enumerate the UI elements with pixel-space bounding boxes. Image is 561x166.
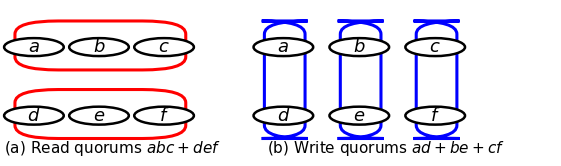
Circle shape — [329, 38, 389, 56]
Circle shape — [406, 38, 465, 56]
Circle shape — [69, 38, 129, 56]
Text: $\mathit{a}$: $\mathit{a}$ — [278, 38, 289, 56]
Text: $\mathit{a}$: $\mathit{a}$ — [28, 38, 40, 56]
Text: $\mathit{c}$: $\mathit{c}$ — [158, 38, 170, 56]
Text: $\mathit{f}$: $\mathit{f}$ — [430, 107, 440, 125]
Text: $\mathit{c}$: $\mathit{c}$ — [429, 38, 441, 56]
Circle shape — [134, 38, 194, 56]
Circle shape — [69, 107, 129, 125]
Text: $\mathit{b}$: $\mathit{b}$ — [353, 38, 366, 56]
Text: $\mathit{d}$: $\mathit{d}$ — [27, 107, 41, 125]
Text: $\mathit{f}$: $\mathit{f}$ — [159, 107, 169, 125]
Text: (b) Write quorums $ad + be + cf$: (b) Write quorums $ad + be + cf$ — [267, 139, 505, 158]
Circle shape — [4, 38, 64, 56]
Circle shape — [4, 107, 64, 125]
Text: $\mathit{d}$: $\mathit{d}$ — [277, 107, 290, 125]
Text: $\mathit{b}$: $\mathit{b}$ — [93, 38, 105, 56]
Circle shape — [329, 107, 389, 125]
Text: (a) Read quorums $abc + def$: (a) Read quorums $abc + def$ — [4, 139, 221, 158]
Circle shape — [406, 107, 465, 125]
Circle shape — [254, 107, 313, 125]
Text: $\mathit{e}$: $\mathit{e}$ — [353, 107, 365, 125]
Circle shape — [254, 38, 313, 56]
Circle shape — [134, 107, 194, 125]
Text: $\mathit{e}$: $\mathit{e}$ — [93, 107, 105, 125]
